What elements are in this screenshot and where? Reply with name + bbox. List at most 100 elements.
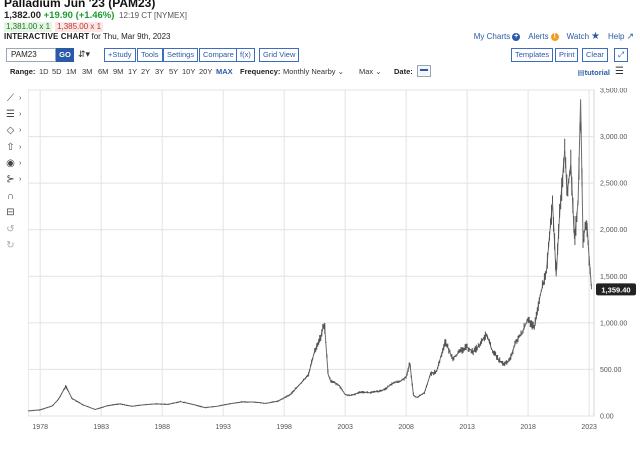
chevron-right-icon: › — [19, 95, 22, 102]
my-charts-label: My Charts — [473, 32, 511, 41]
redo-tool[interactable]: ↻ — [4, 239, 26, 252]
x-tick-label: 1998 — [276, 424, 292, 431]
fullscreen-button[interactable]: ⤢ — [614, 48, 628, 62]
symbol-input[interactable]: PAM23 — [6, 48, 56, 62]
shape-tool[interactable]: ◇ › — [4, 124, 26, 137]
cursor-select-icon[interactable]: ⇵▾ — [78, 49, 91, 59]
range-10y[interactable]: 10Y — [182, 67, 196, 76]
go-button[interactable]: GO — [56, 48, 74, 62]
type-select[interactable]: Max ⌄ — [359, 67, 382, 76]
price-line: 1,382.00 +19.90 (+1.46%) 12:19 CT [NYMEX… — [4, 10, 187, 21]
hamburger-menu-icon[interactable]: ☰ — [615, 66, 624, 77]
help-link[interactable]: Help ↗ — [608, 31, 634, 42]
y-tick-label: 3,000.00 — [600, 134, 627, 141]
alerts-link[interactable]: Alerts! — [528, 32, 559, 41]
range-20y[interactable]: 20Y — [199, 67, 213, 76]
ask-badge: 1,385.00 x 1 — [55, 22, 104, 32]
y-tick-label: 2,500.00 — [600, 181, 627, 188]
bid-badge: 1,381.00 x 1 — [4, 22, 53, 32]
x-tick-label: 2008 — [398, 424, 414, 431]
frequency-label: Frequency: — [240, 67, 281, 76]
chart-label: INTERACTIVE CHART — [4, 32, 90, 41]
range-3m[interactable]: 3M — [82, 67, 93, 76]
range-1y[interactable]: 1Y — [128, 67, 138, 76]
x-tick-label: 1993 — [215, 424, 231, 431]
calendar-icon[interactable] — [417, 65, 431, 77]
frequency-select[interactable]: Monthly Nearby ⌄ — [283, 67, 344, 76]
x-tick-label: 2023 — [581, 424, 597, 431]
magnet-tool[interactable]: ∩ — [4, 190, 26, 203]
star-icon: ★ — [591, 31, 600, 42]
undo-icon: ↺ — [6, 224, 15, 235]
x-tick-label: 1978 — [32, 424, 48, 431]
pattern-tool[interactable]: ⊱ › — [4, 173, 26, 186]
range-label: Range: — [10, 67, 36, 76]
fibonacci-tool[interactable]: ☰ › — [4, 108, 26, 121]
compare-button[interactable]: Compare — [199, 48, 238, 62]
top-links: My Charts + Alerts! Watch ★ Help ↗ — [474, 31, 634, 42]
chart-svg[interactable]: 0.00 500.00 1,000.00 1,500.00 2,000.00 2,500.… — [28, 88, 640, 436]
tools-button[interactable]: Tools — [137, 48, 163, 62]
y-tick-label: 3,500.00 — [600, 88, 627, 95]
quote-time: 12:19 CT [NYMEX] — [119, 11, 187, 20]
line-tool[interactable]: ⟋ › — [4, 92, 26, 105]
study-button[interactable]: +Study — [104, 48, 136, 62]
fx-button[interactable]: f(x) — [236, 48, 255, 62]
arrow-tool[interactable]: ⇧ › — [4, 141, 26, 154]
my-charts-link[interactable]: My Charts + — [473, 32, 521, 41]
help-label: Help — [608, 32, 625, 41]
x-tick-label: 2003 — [337, 424, 353, 431]
range-6m[interactable]: 6M — [98, 67, 109, 76]
arrow-icon: ⇧ — [6, 142, 15, 153]
lock-icon: ⊟ — [6, 207, 15, 218]
redo-icon: ↻ — [6, 240, 15, 251]
grid-view-button[interactable]: Grid View — [259, 48, 300, 62]
range-1d[interactable]: 1D — [39, 67, 49, 76]
price-series-line — [28, 99, 593, 412]
tutorial-link[interactable]: ▤tutorial — [577, 68, 610, 77]
fibonacci-icon: ☰ — [6, 109, 15, 120]
watch-link[interactable]: Watch ★ — [567, 31, 600, 42]
range-3y[interactable]: 3Y — [155, 67, 165, 76]
chevron-down-icon: ⌄ — [375, 67, 382, 76]
templates-button[interactable]: Templates — [511, 48, 554, 62]
chevron-right-icon: › — [19, 160, 22, 167]
y-tick-label: 500.00 — [600, 367, 622, 374]
last-price: 1,382.00 — [4, 10, 41, 21]
pattern-icon: ⊱ — [6, 174, 15, 185]
chevron-right-icon: › — [19, 176, 22, 183]
lock-tool[interactable]: ⊟ — [4, 206, 26, 219]
y-tick-label: 0.00 — [600, 414, 614, 421]
chart-toolbar: PAM23 GO ⇵▾ +Study Tools Settings Compar… — [6, 47, 636, 63]
range-2y[interactable]: 2Y — [141, 67, 151, 76]
x-tick-label: 1988 — [154, 424, 170, 431]
chevron-right-icon: › — [19, 144, 22, 151]
price-change: +19.90 (+1.46%) — [43, 10, 115, 21]
x-tick-label: 2018 — [520, 424, 536, 431]
shape-icon: ◇ — [6, 125, 15, 136]
clear-button[interactable]: Clear — [582, 48, 608, 62]
x-tick-label: 1983 — [93, 424, 109, 431]
x-tick-label: 2013 — [459, 424, 475, 431]
page-title: Palladium Jun '23 (PAM23) — [4, 0, 156, 10]
plus-icon: + — [512, 32, 521, 41]
draw-line-icon: ⟋ — [7, 93, 14, 104]
range-5y[interactable]: 5Y — [169, 67, 179, 76]
alert-icon: ! — [550, 32, 559, 41]
range-max[interactable]: MAX — [216, 67, 233, 76]
range-9m[interactable]: 9M — [113, 67, 124, 76]
chart-heading: INTERACTIVE CHART for Thu, Mar 9th, 2023 — [4, 32, 171, 41]
range-1m[interactable]: 1M — [66, 67, 77, 76]
magnet-icon: ∩ — [6, 191, 15, 202]
undo-tool[interactable]: ↺ — [4, 223, 26, 236]
tutorial-label: tutorial — [584, 68, 610, 77]
settings-button[interactable]: Settings — [163, 48, 199, 62]
range-bar: Range: 1D 5D 1M 3M 6M 9M 1Y 2Y 3Y 5Y 10Y… — [10, 65, 636, 79]
price-chart[interactable]: 0.00 500.00 1,000.00 1,500.00 2,000.00 2,500.… — [28, 88, 640, 436]
expand-icon: ⤢ — [618, 50, 624, 59]
annotation-tool[interactable]: ◉ › — [4, 157, 26, 170]
date-label: Date: — [394, 67, 413, 76]
watch-label: Watch — [566, 32, 590, 41]
range-5d[interactable]: 5D — [52, 67, 62, 76]
print-button[interactable]: Print — [555, 48, 579, 62]
